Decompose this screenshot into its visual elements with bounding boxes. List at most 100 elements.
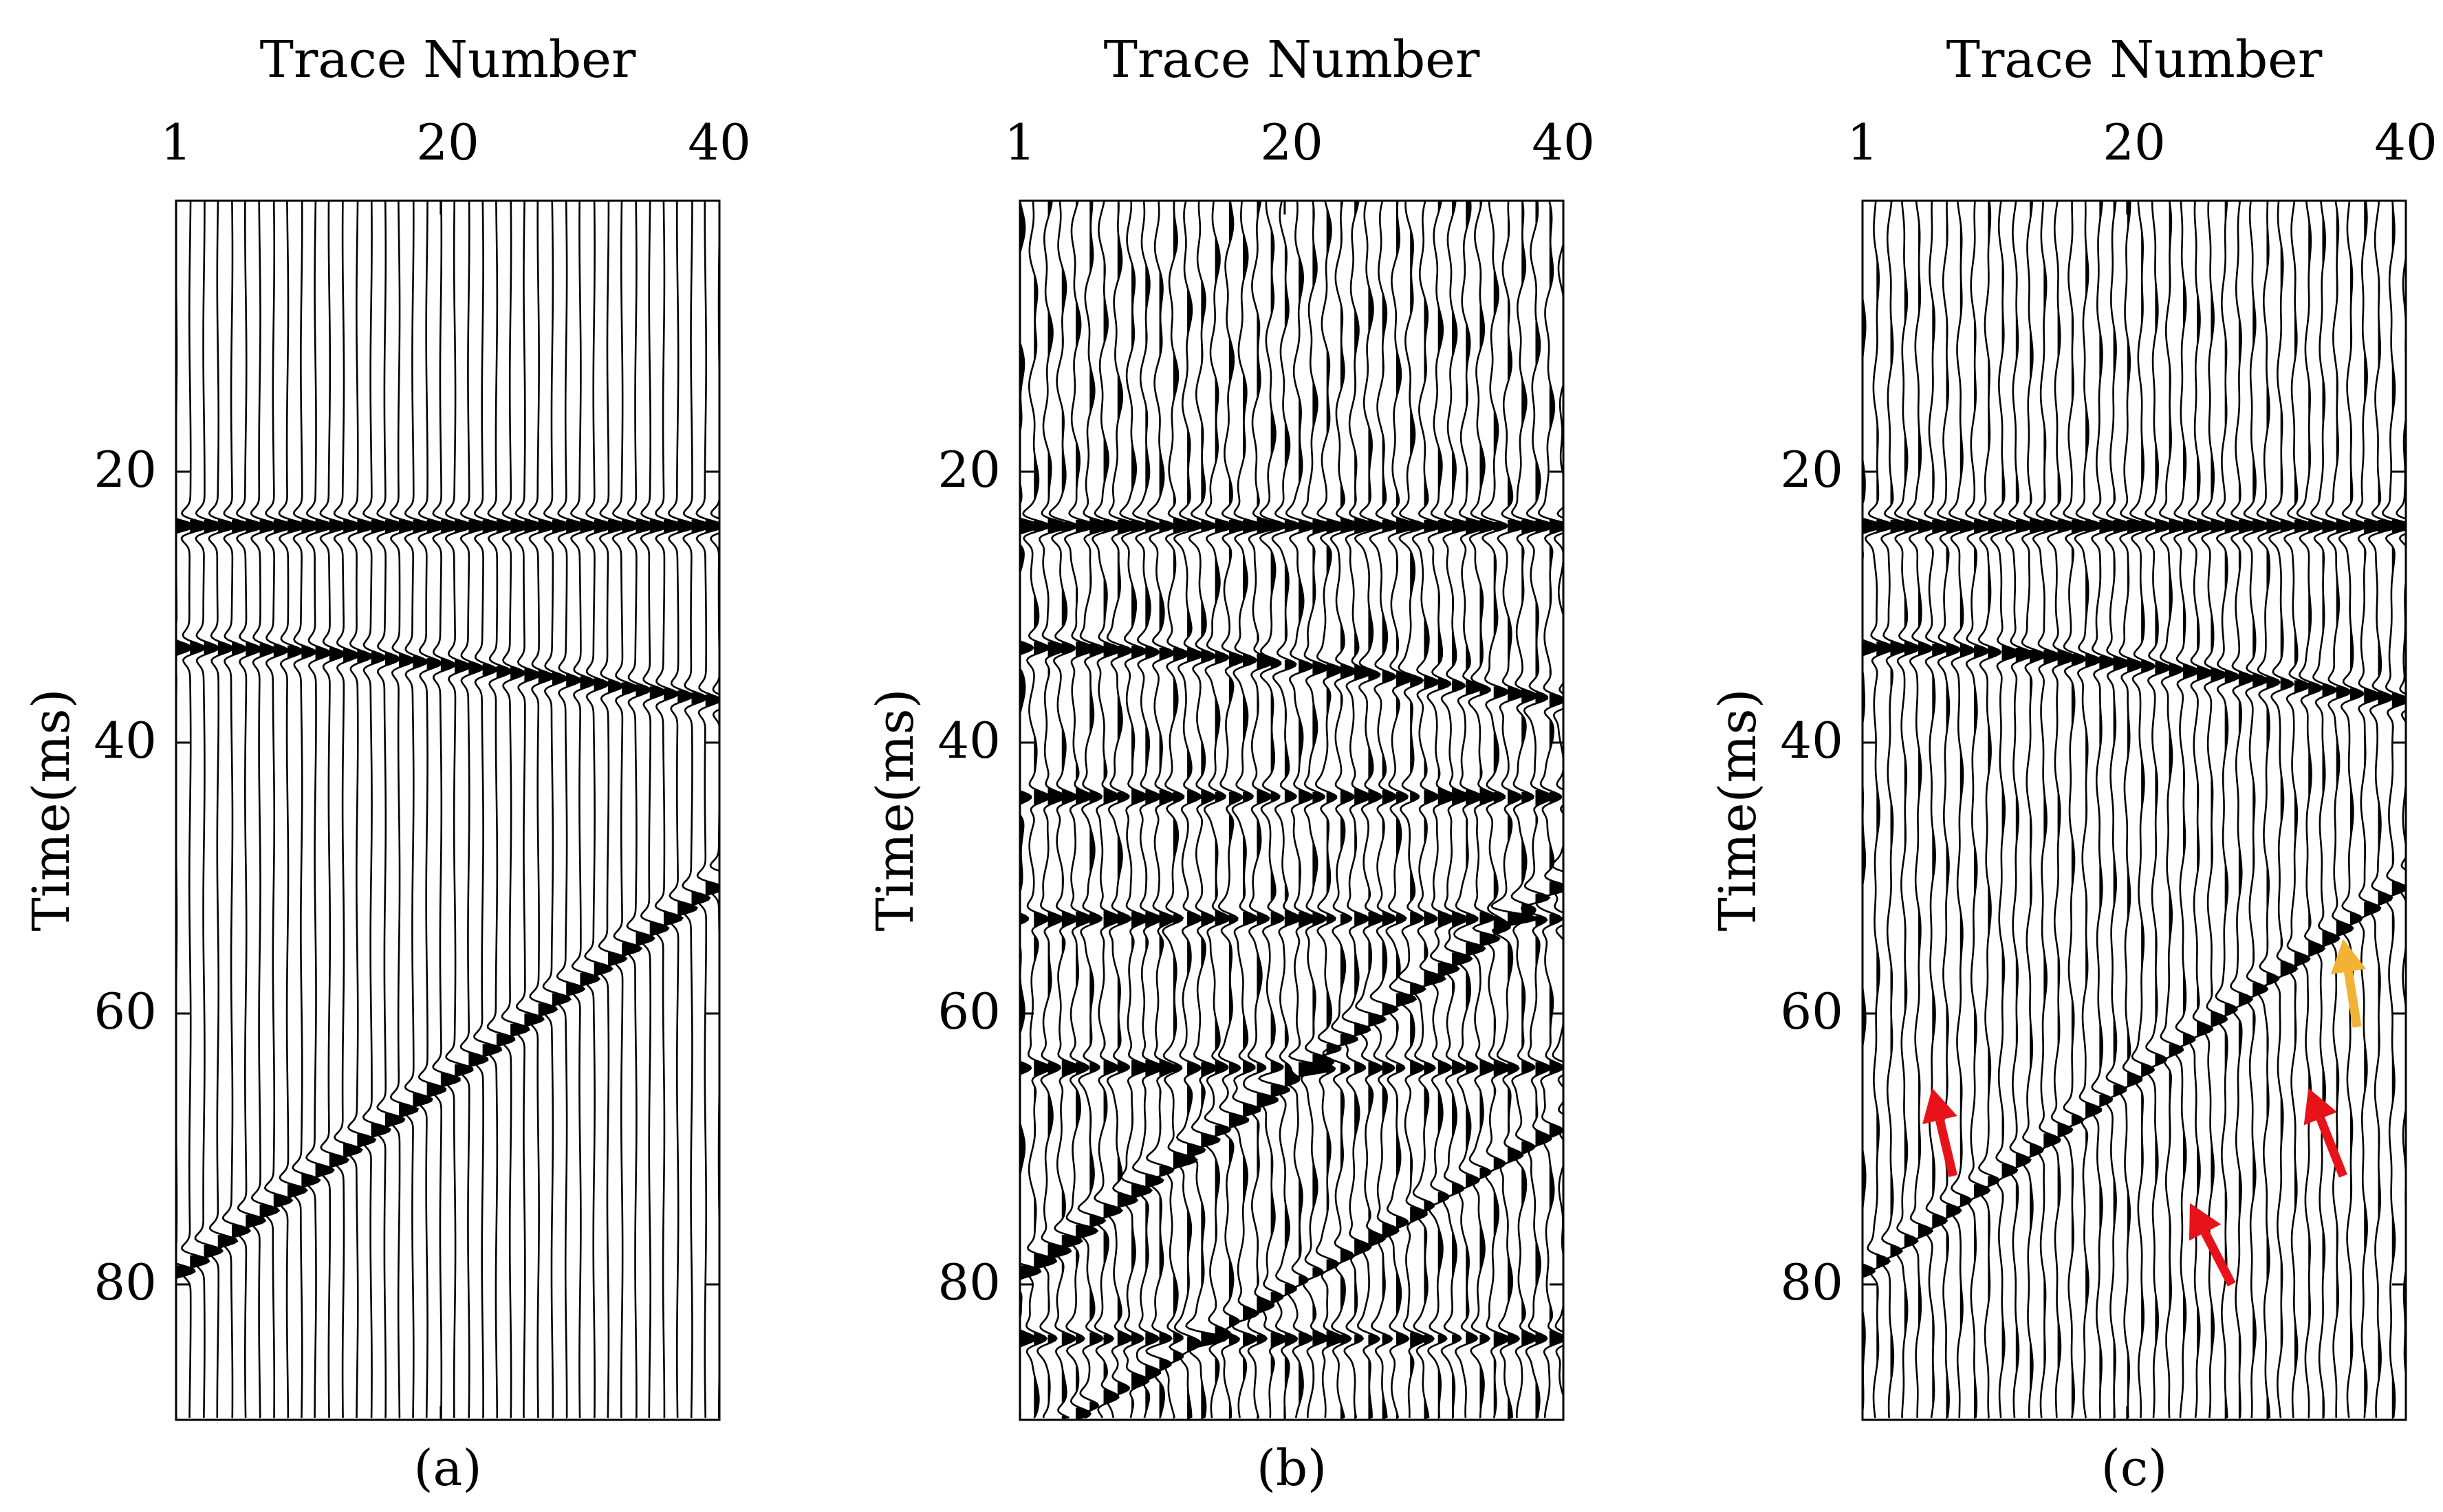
panel-b: Trace Number 1 20 40 Time(ms) 20 40 60 8… — [866, 30, 1595, 1497]
trace-wiggle — [1453, 201, 1490, 1418]
trace-wiggle — [542, 201, 573, 1418]
y-tick-label: 80 — [1780, 1253, 1843, 1311]
trace-wiggle — [1864, 201, 1896, 1418]
trace-fill — [246, 294, 265, 1286]
trace-wiggle — [1426, 201, 1460, 1418]
y-axis-title: Time(ms) — [22, 689, 81, 932]
trace-wiggle — [2144, 201, 2174, 1418]
trace-wiggle — [389, 201, 420, 1418]
trace-wiggle — [681, 201, 713, 1418]
trace-fill — [607, 201, 627, 1412]
trace-wiggle — [486, 201, 517, 1418]
trace-wiggle — [235, 201, 267, 1418]
trace-wiggle — [1185, 201, 1229, 1418]
x-tick-label: 1 — [1847, 113, 1878, 171]
trace-wiggle — [1131, 201, 1164, 1418]
trace-wiggle — [1880, 201, 1912, 1418]
trace-fill — [468, 201, 488, 1420]
trace-fill — [594, 201, 614, 1420]
trace-wiggle — [250, 201, 281, 1418]
trace-fill — [496, 229, 516, 1420]
trace-wiggle — [1977, 201, 2009, 1418]
trace-fill — [1876, 255, 1894, 1372]
trace-wiggle — [1440, 201, 1474, 1418]
arrow-shaft — [2316, 1117, 2347, 1178]
trace-wiggle — [2061, 201, 2094, 1418]
trace-wiggle — [1354, 201, 1387, 1418]
trace-wiggle — [1092, 201, 1124, 1418]
trace-fill — [1340, 201, 1361, 1420]
trace-wiggle — [319, 201, 350, 1418]
trace-fill — [2113, 201, 2133, 1420]
trace-wiggle — [1022, 201, 1058, 1418]
trace-fill — [1076, 201, 1098, 1420]
arrow-head — [2303, 1088, 2338, 1126]
y-axis-title: Time(ms) — [866, 689, 925, 932]
trace-fill — [1396, 201, 1418, 1420]
arrow-shaft — [2201, 1230, 2236, 1286]
seismic-traces — [1863, 201, 2406, 1420]
trace-fill — [649, 201, 669, 1361]
trace-wiggle — [556, 201, 587, 1418]
trace-wiggle — [709, 201, 719, 1418]
y-tick-label: 20 — [94, 441, 157, 498]
trace-wiggle — [2091, 201, 2122, 1418]
x-axis-title: Trace Number — [1946, 30, 2323, 89]
trace-fill — [719, 201, 738, 1369]
trace-fill — [566, 202, 586, 1420]
trace-wiggle — [611, 201, 643, 1418]
trace-wiggle — [1314, 201, 1347, 1418]
trace-wiggle — [2242, 201, 2272, 1418]
trace-wiggle — [1923, 201, 1954, 1418]
trace-fill — [2169, 201, 2189, 1420]
panel-caption: (c) — [2101, 1439, 2168, 1497]
y-tick-label: 60 — [937, 983, 1001, 1040]
trace-wiggle — [2296, 201, 2327, 1418]
trace-fill — [2071, 201, 2092, 1420]
trace-wiggle — [667, 201, 699, 1418]
trace-fill — [482, 201, 502, 1420]
trace-wiggle — [417, 201, 448, 1418]
trace-wiggle — [1257, 201, 1290, 1418]
trace-wiggle — [640, 201, 670, 1418]
trace-wiggle — [514, 201, 545, 1418]
trace-fill — [1535, 201, 1554, 1420]
y-tick-label: 80 — [937, 1253, 1001, 1311]
trace-fill — [426, 201, 446, 1398]
trace-fill — [413, 201, 433, 1420]
trace-wiggle — [376, 201, 406, 1418]
seismic-traces — [176, 201, 738, 1420]
arrow-shaft — [1935, 1119, 1957, 1177]
trace-wiggle — [2268, 201, 2299, 1418]
y-tick-label: 40 — [94, 712, 157, 769]
trace-wiggle — [1271, 201, 1303, 1418]
trace-wiggle — [278, 201, 308, 1418]
trace-wiggle — [1937, 201, 1968, 1418]
trace-fill — [1243, 233, 1263, 1385]
trace-wiggle — [569, 201, 601, 1418]
trace-fill — [552, 208, 572, 1420]
trace-wiggle — [528, 201, 558, 1418]
trace-wiggle — [2283, 201, 2314, 1418]
trace-wiggle — [626, 201, 657, 1418]
trace-wiggle — [501, 201, 532, 1418]
trace-wiggle — [1048, 201, 1083, 1419]
trace-wiggle — [2256, 201, 2286, 1418]
trace-fill — [663, 206, 684, 1420]
trace-wiggle — [1077, 201, 1114, 1418]
trace-wiggle — [2355, 201, 2387, 1418]
y-tick-label: 20 — [1780, 441, 1843, 498]
trace-fill — [273, 201, 294, 1420]
trace-fill — [538, 292, 557, 1286]
trace-fill — [357, 201, 376, 1375]
trace-wiggle — [2230, 201, 2260, 1418]
trace-fill — [1437, 201, 1459, 1420]
trace-wiggle — [2325, 201, 2356, 1418]
seismic-traces — [1020, 201, 1563, 1420]
trace-wiggle — [1948, 201, 1979, 1418]
y-tick-label: 20 — [937, 441, 1001, 498]
trace-fill — [440, 201, 461, 1420]
trace-fill — [1521, 201, 1543, 1388]
trace-wiggle — [2201, 201, 2230, 1418]
